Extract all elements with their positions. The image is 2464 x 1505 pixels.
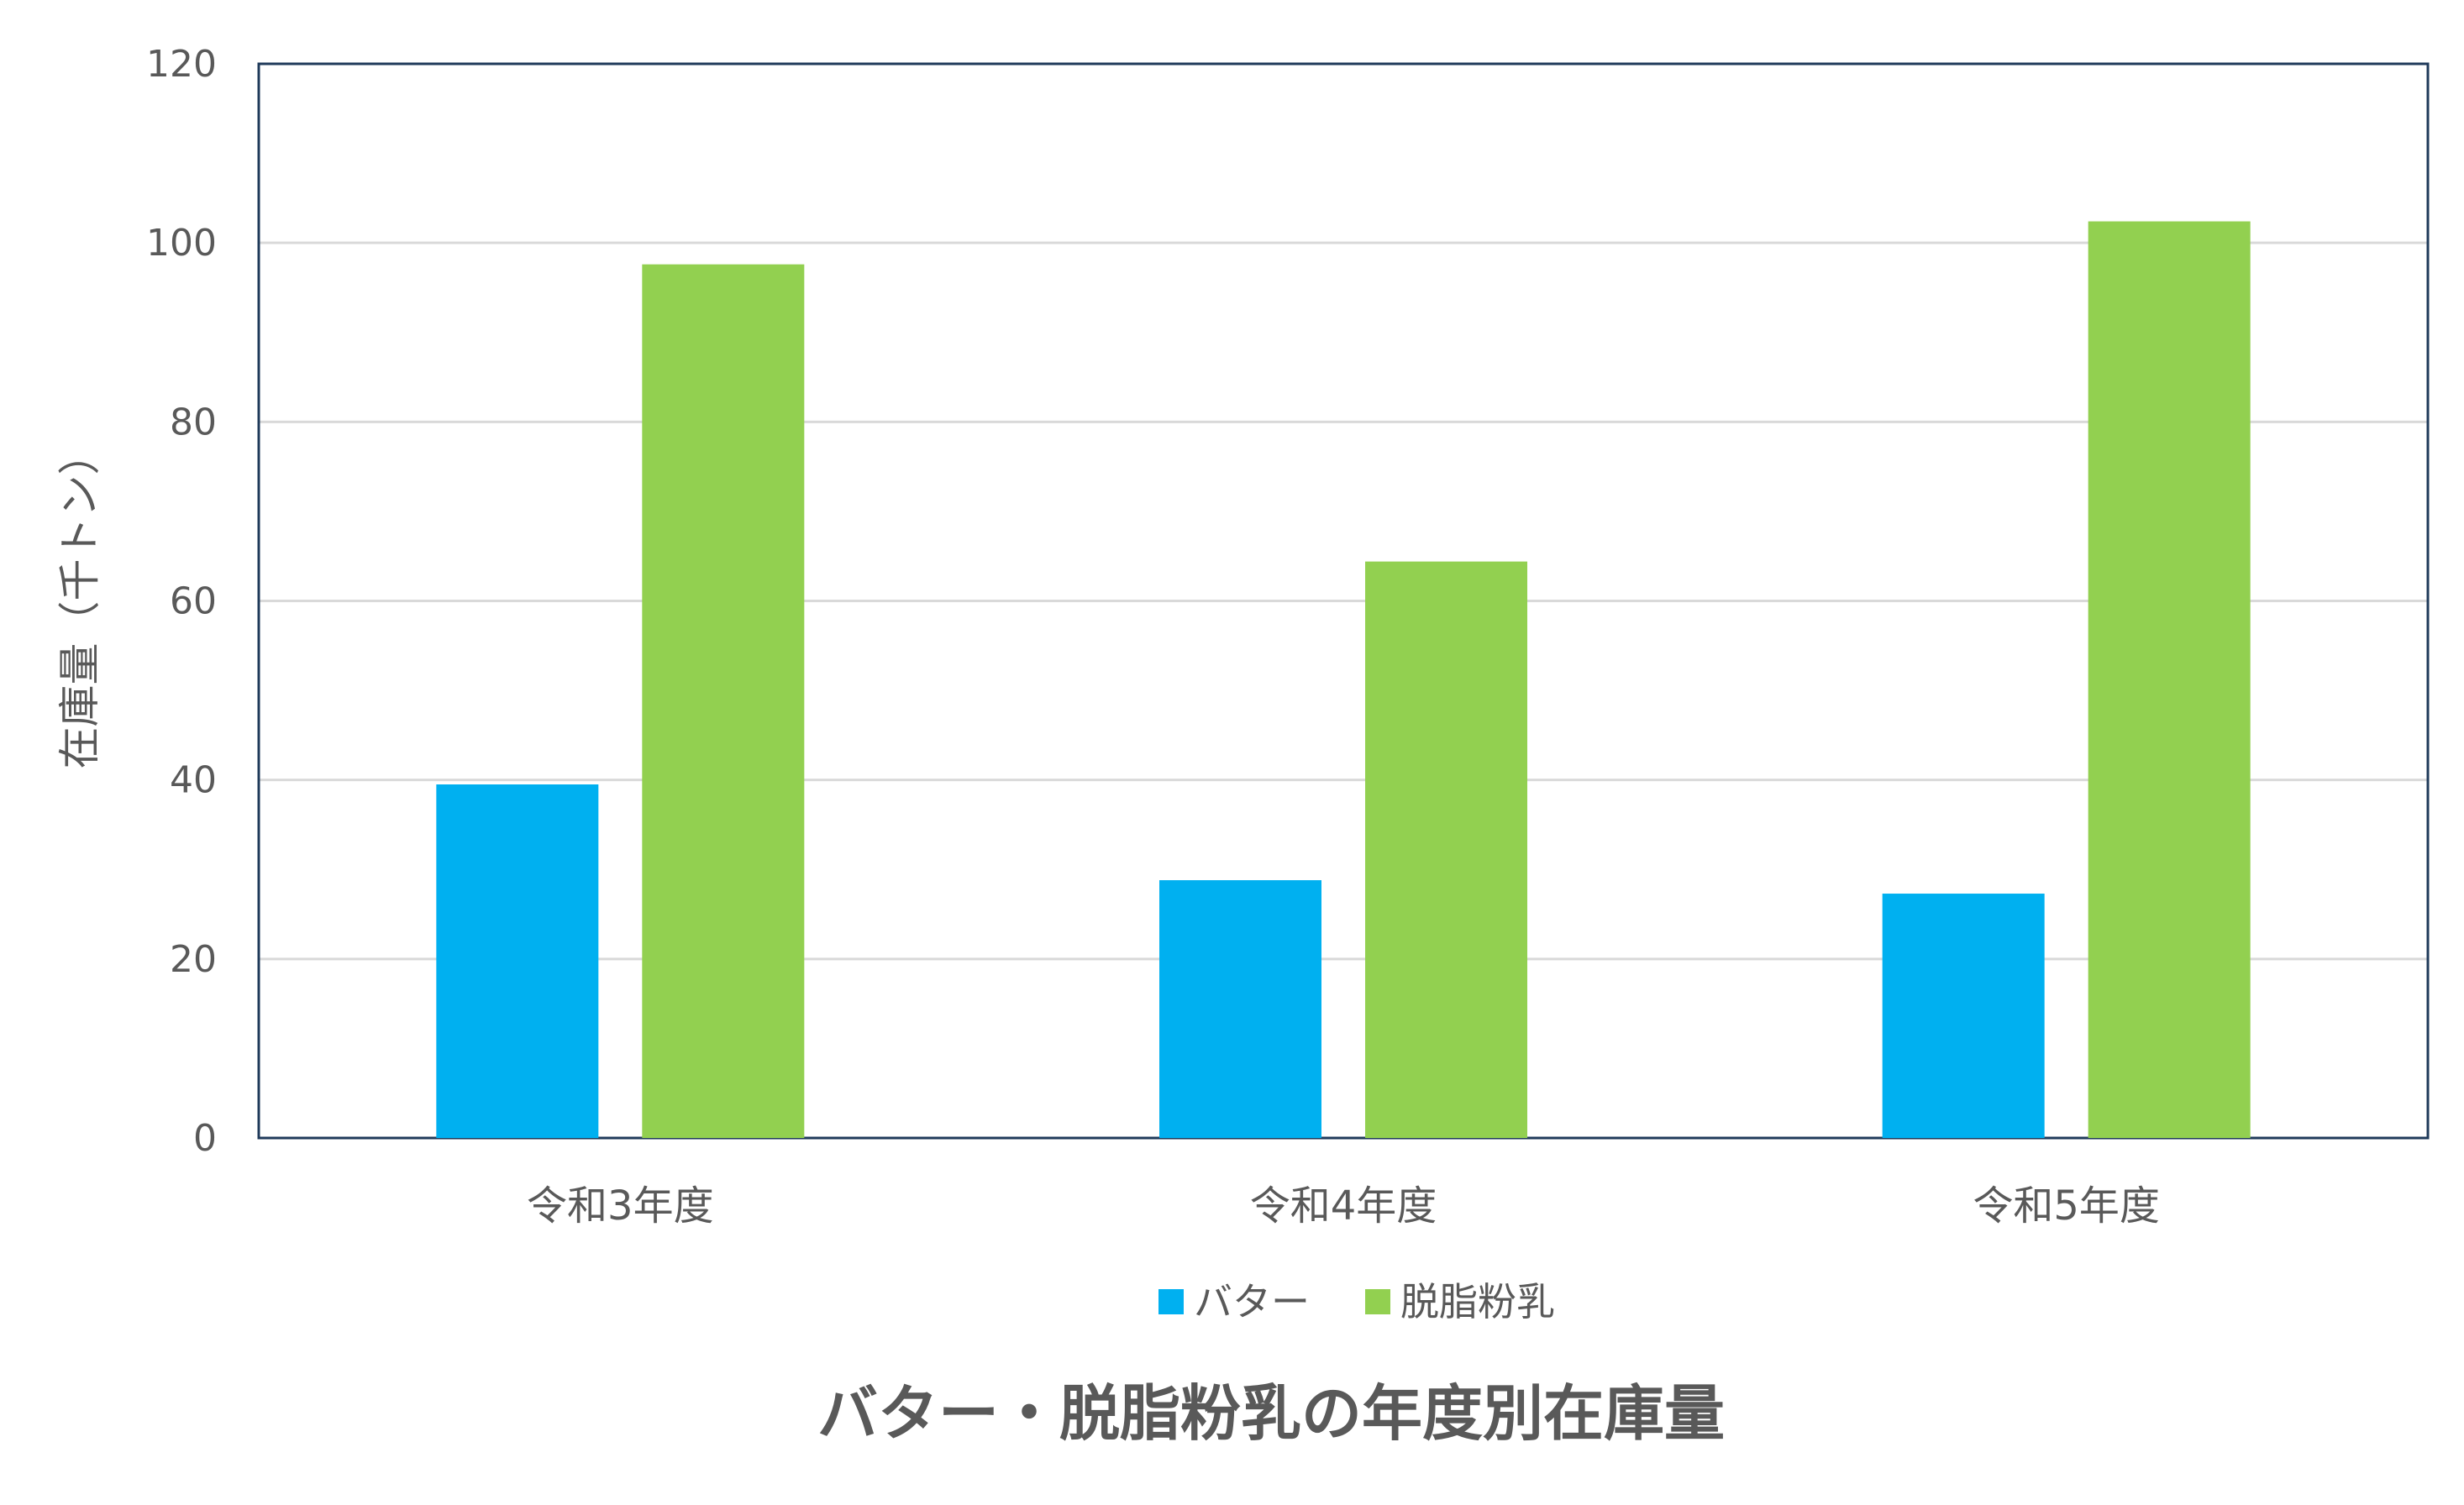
legend-swatch — [1365, 1289, 1390, 1314]
bars — [436, 221, 2251, 1138]
bar — [436, 784, 599, 1138]
bar — [1159, 880, 1321, 1138]
y-tick-label: 100 — [146, 222, 217, 265]
legend-swatch — [1158, 1289, 1184, 1314]
y-tick-label: 20 — [170, 938, 217, 981]
plot-area-frame — [257, 62, 2430, 1140]
x-tick-label: 令和4年度 — [1250, 1182, 1437, 1230]
legend: バター 脱脂粉乳 — [1158, 1279, 1555, 1324]
y-tick-label: 80 — [170, 401, 217, 443]
y-axis-ticks: 0 20 40 60 80 100 120 — [146, 43, 217, 1160]
bar — [2088, 221, 2251, 1138]
y-axis-label: 在庫量（千トン） — [55, 433, 104, 769]
y-tick-label: 0 — [193, 1117, 217, 1160]
y-tick-label: 40 — [170, 759, 217, 802]
x-tick-label: 令和3年度 — [527, 1182, 714, 1230]
bar — [1882, 894, 2045, 1138]
x-axis-categories: 令和3年度 令和4年度 令和5年度 — [527, 1182, 2160, 1230]
legend-label: バター — [1194, 1279, 1310, 1324]
legend-label: 脱脂粉乳 — [1400, 1279, 1555, 1324]
chart-title: バター・脱脂粉乳の年度別在庫量 — [817, 1378, 1725, 1449]
bar — [1365, 561, 1527, 1138]
bar — [642, 264, 805, 1138]
x-tick-label: 令和5年度 — [1973, 1182, 2160, 1230]
y-tick-label: 60 — [170, 580, 217, 623]
y-tick-label: 120 — [146, 43, 217, 86]
